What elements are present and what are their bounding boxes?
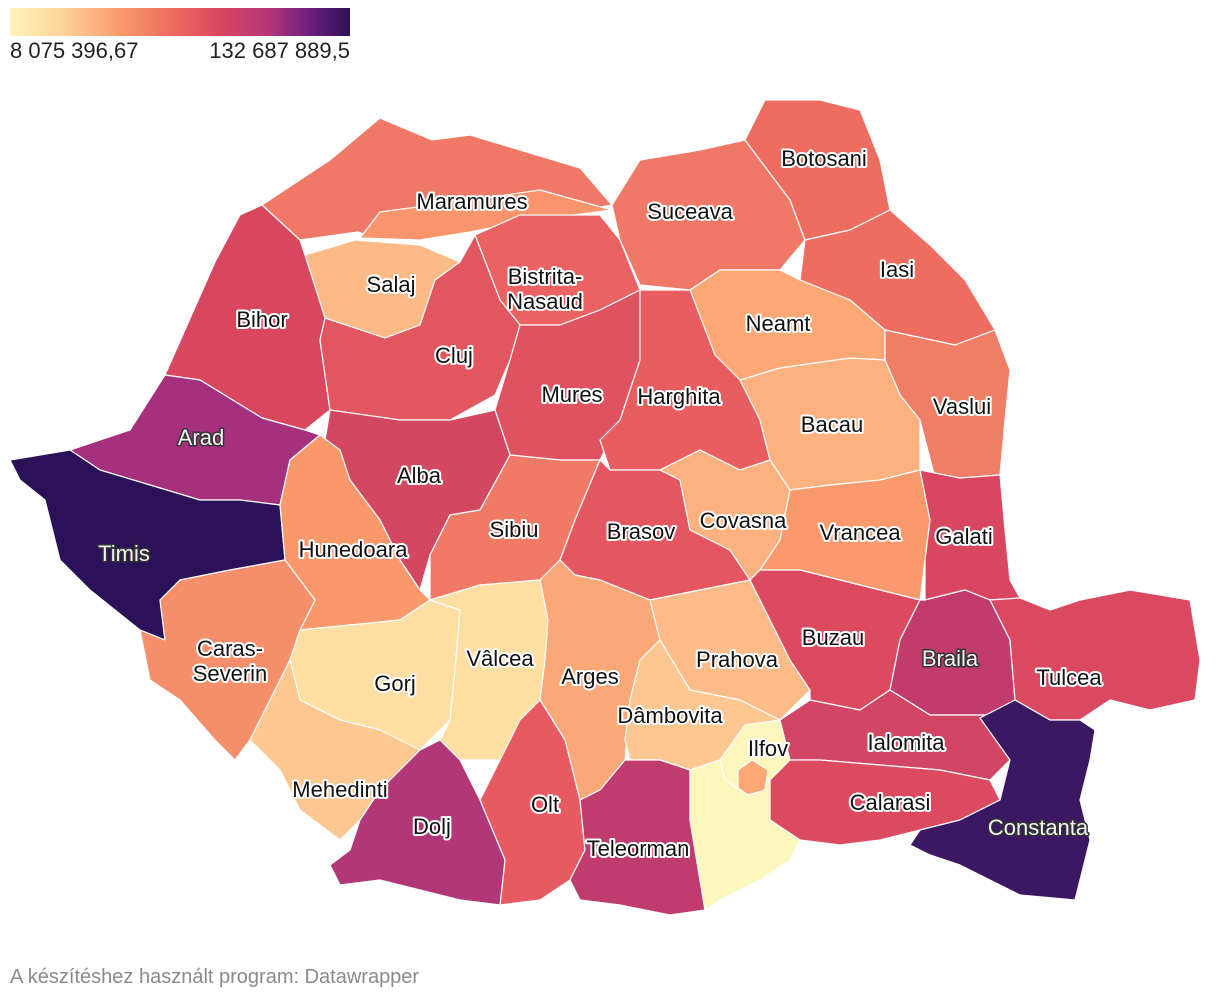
label-valcea: Vâlcea <box>466 646 534 671</box>
label-vrancea: Vrancea <box>819 520 901 545</box>
county-tulcea[interactable] <box>989 589 1201 721</box>
label-bistrita-line2: Nasaud <box>507 289 583 314</box>
label-botosani: Botosani <box>781 146 867 171</box>
county-maramures-south[interactable] <box>359 189 613 241</box>
legend-gradient-bar <box>10 8 350 36</box>
county-giurgiu[interactable] <box>689 759 801 911</box>
label-calarasi: Calarasi <box>850 790 931 815</box>
label-gorj: Gorj <box>374 671 416 696</box>
label-hunedoara: Hunedoara <box>299 537 409 562</box>
county-dolj[interactable] <box>329 739 506 906</box>
label-alba: Alba <box>397 463 442 488</box>
label-bistrita-line1: Bistrita- <box>508 264 583 289</box>
label-caras-line2: Severin <box>193 661 268 686</box>
label-sibiu: Sibiu <box>490 517 539 542</box>
label-neamt: Neamt <box>746 311 811 336</box>
label-arges: Arges <box>561 664 618 689</box>
label-mehedinti: Mehedinti <box>292 777 387 802</box>
label-maramures: Maramures <box>416 189 527 214</box>
label-buzau: Buzau <box>802 625 864 650</box>
label-bacau: Bacau <box>801 412 863 437</box>
county-suceava[interactable] <box>611 139 806 291</box>
county-labels: Maramures Suceava Botosani Salaj Bistrit… <box>97 144 1105 863</box>
label-tulcea: Tulcea <box>1036 665 1102 690</box>
label-caras-line1: Caras- <box>197 636 263 661</box>
label-timis: Timis <box>98 541 150 566</box>
color-legend: 8 075 396,67 132 687 889,5 <box>10 8 350 63</box>
label-arad: Arad <box>178 425 224 450</box>
legend-max-label: 132 687 889,5 <box>209 38 350 63</box>
label-iasi: Iasi <box>880 257 914 282</box>
county-constanta[interactable] <box>909 699 1096 901</box>
label-olt: Olt <box>531 792 559 817</box>
label-galati: Galati <box>935 524 992 549</box>
label-covasna: Covasna <box>700 508 788 533</box>
footer-credit: A készítéshez használt program: Datawrap… <box>10 966 420 988</box>
label-teleorman: Teleorman <box>587 836 690 861</box>
label-brasov: Brasov <box>607 519 675 544</box>
legend-labels: 8 075 396,67 132 687 889,5 <box>10 36 350 63</box>
county-botosani[interactable] <box>744 99 891 241</box>
legend-min-label: 8 075 396,67 <box>10 38 139 63</box>
label-harghita: Harghita <box>637 384 721 409</box>
label-cluj: Cluj <box>435 343 473 368</box>
label-suceava: Suceava <box>647 199 733 224</box>
label-salaj: Salaj <box>367 272 416 297</box>
label-ialomita: Ialomita <box>867 730 945 755</box>
county-shapes <box>9 99 1201 916</box>
label-vaslui: Vaslui <box>933 394 991 419</box>
label-braila: Braila <box>922 646 979 671</box>
label-dambovita: Dâmbovita <box>617 703 723 728</box>
label-mures: Mures <box>541 382 602 407</box>
label-bihor: Bihor <box>236 307 287 332</box>
bucharest <box>737 759 769 796</box>
label-dolj: Dolj <box>413 814 451 839</box>
label-constanta: Constanta <box>988 815 1089 840</box>
label-ilfov: Ilfov <box>748 736 788 761</box>
label-prahova: Prahova <box>696 647 779 672</box>
